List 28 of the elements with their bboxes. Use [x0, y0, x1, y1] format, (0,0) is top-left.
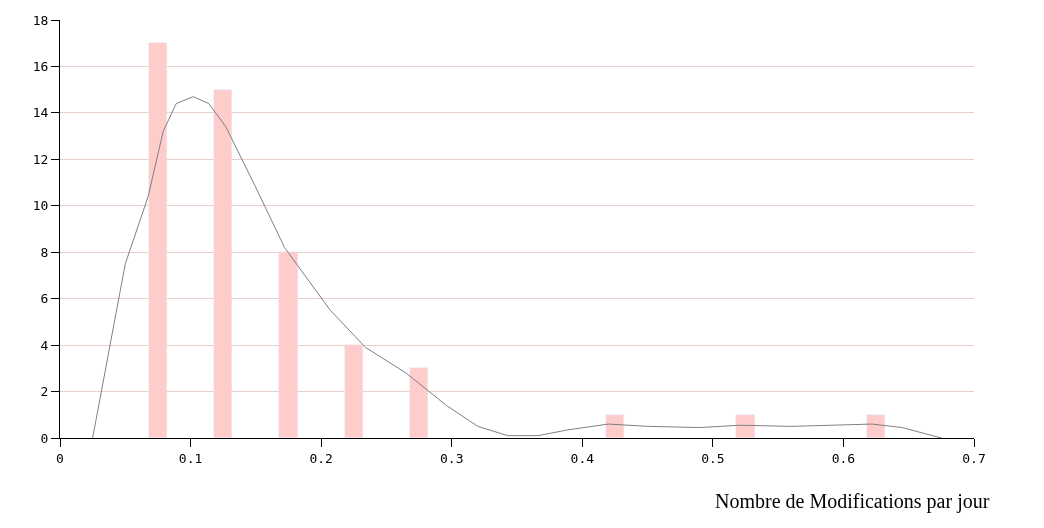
- y-tick-label: 18: [32, 12, 49, 28]
- x-tick-label: 0.1: [178, 450, 203, 466]
- bar: [866, 414, 885, 438]
- y-tick-label: 6: [40, 291, 49, 307]
- x-axis-title: Nombre de Modifications par jour: [715, 490, 990, 513]
- bar: [148, 42, 167, 438]
- bar: [735, 414, 755, 438]
- x-tick-label: 0: [56, 450, 64, 466]
- x-tick-label: 0.4: [570, 450, 595, 466]
- bar: [278, 251, 298, 438]
- y-tick-label: 2: [40, 384, 49, 400]
- y-tick-label: 8: [40, 244, 49, 260]
- x-tick-label: 0.2: [309, 450, 333, 466]
- y-tick-label: 4: [40, 337, 49, 353]
- x-tick-label: 0.5: [701, 450, 725, 466]
- y-tick-label: 14: [32, 105, 49, 121]
- bar: [344, 344, 363, 438]
- y-tick-label: 16: [32, 58, 49, 74]
- y-tick-label: 0: [40, 430, 49, 446]
- y-tick-label: 10: [32, 198, 49, 214]
- x-tick-label: 0.3: [439, 450, 464, 466]
- bar: [409, 367, 428, 438]
- line-series: [92, 96, 942, 438]
- bar: [213, 89, 232, 438]
- x-tick-label: 0.7: [962, 450, 986, 466]
- y-tick-label: 12: [32, 151, 49, 167]
- bar: [605, 414, 624, 438]
- x-tick-label: 0.6: [831, 450, 856, 466]
